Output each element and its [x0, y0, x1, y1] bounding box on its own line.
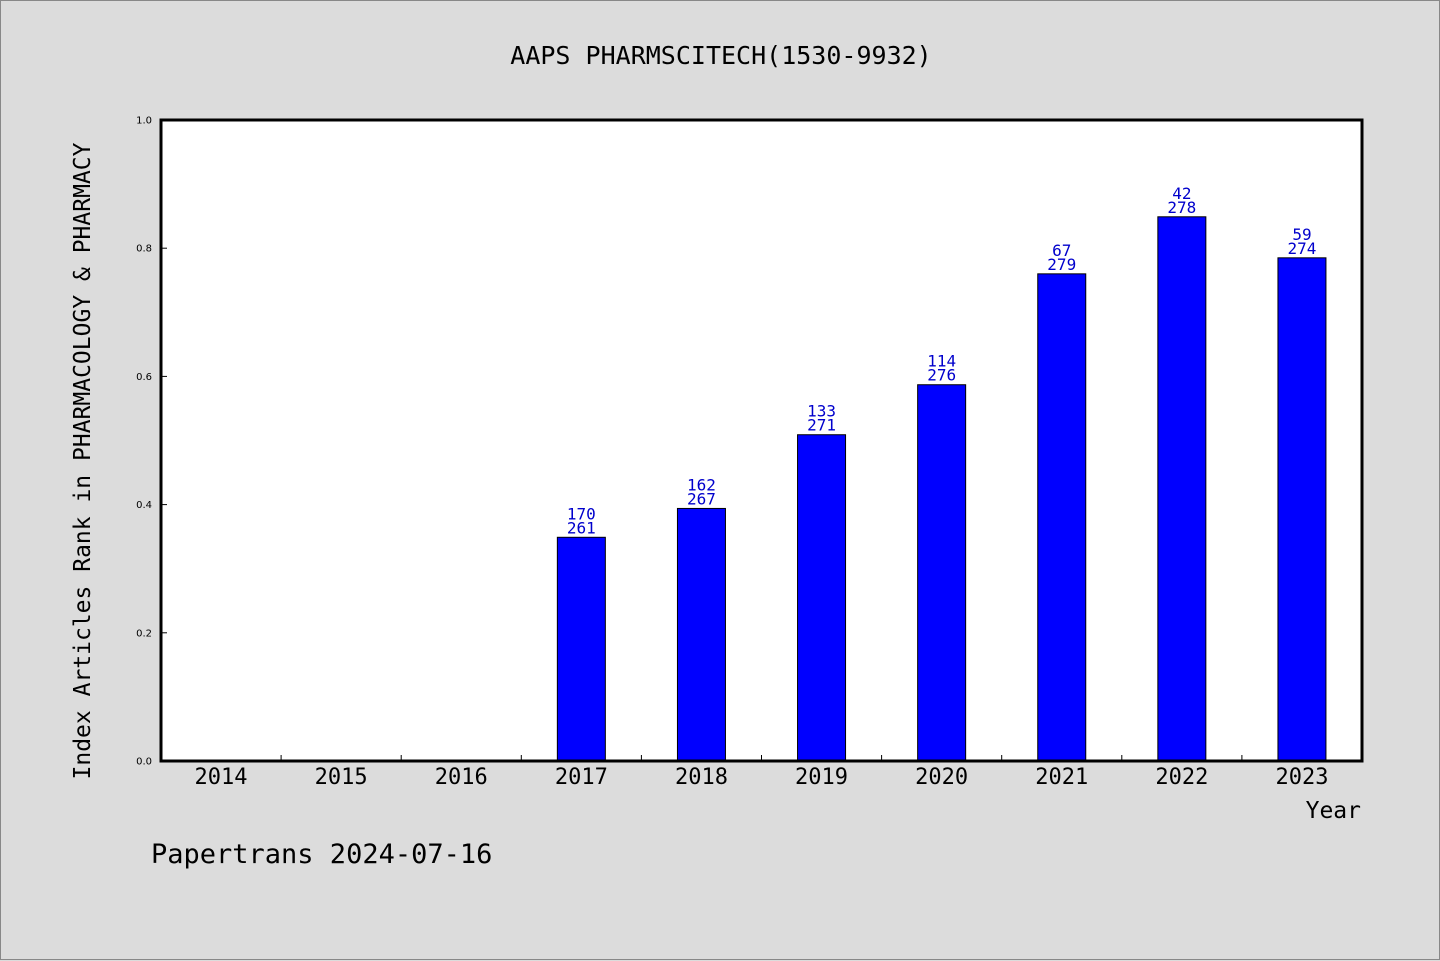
bar-rank-label: 133	[807, 402, 836, 421]
x-axis-label: Year	[1306, 798, 1361, 824]
footer-credit: Papertrans 2024-07-16	[151, 839, 492, 870]
x-axis: 2014 2015 2016 2017 2018 2019 2020 2021 2022 2023	[195, 755, 1328, 790]
x-tick-label: 2017	[555, 765, 608, 790]
bar-2022	[1157, 216, 1207, 762]
y-tick-label: 0.0	[136, 757, 152, 768]
x-tick-label: 2018	[675, 765, 728, 790]
bar-rank-label: 67	[1052, 241, 1071, 260]
y-tick-label: 0.8	[136, 244, 152, 255]
bars-layer	[556, 216, 1327, 762]
chart-title: AAPS PHARMSCITECH(1530-9932)	[510, 41, 931, 70]
bar-total-label: 267	[687, 489, 716, 508]
bar-total-label: 278	[1167, 198, 1196, 217]
x-tick-label: 2022	[1155, 765, 1208, 790]
x-tick-label: 2015	[315, 765, 368, 790]
y-tick-label: 0.6	[136, 372, 152, 383]
bar-rank-label: 114	[927, 352, 956, 371]
y-axis-label: Index Articles Rank in PHARMACOLOGY & PH…	[70, 142, 96, 779]
y-tick-label: 0.2	[136, 628, 152, 639]
y-tick-label: 1.0	[136, 116, 152, 127]
x-tick-label: 2019	[795, 765, 848, 790]
y-axis: 0.0 0.2 0.4 0.6 0.8 1.0	[136, 116, 167, 768]
bar-total-label: 271	[807, 416, 836, 435]
x-tick-label: 2023	[1275, 765, 1328, 790]
bar-2018	[676, 507, 726, 762]
x-tick-label: 2021	[1035, 765, 1088, 790]
x-tick-label: 2016	[435, 765, 488, 790]
bar-total-label: 279	[1047, 255, 1076, 274]
bar-total-label: 276	[927, 366, 956, 385]
bar-rank-label: 170	[567, 504, 596, 523]
x-tick-label: 2020	[915, 765, 968, 790]
bar-2020	[917, 384, 967, 762]
bar-2019	[797, 434, 847, 762]
bar-total-label: 261	[567, 518, 596, 537]
bar-2017	[556, 536, 606, 762]
bar-rank-label: 42	[1172, 184, 1191, 203]
bar-total-label: 274	[1287, 239, 1316, 258]
bar-2023	[1277, 257, 1327, 762]
bar-rank-label: 59	[1292, 225, 1311, 244]
y-tick-label: 0.4	[136, 500, 152, 511]
bar-2021	[1037, 273, 1087, 762]
x-tick-label: 2014	[195, 765, 248, 790]
bar-rank-label: 162	[687, 475, 716, 494]
